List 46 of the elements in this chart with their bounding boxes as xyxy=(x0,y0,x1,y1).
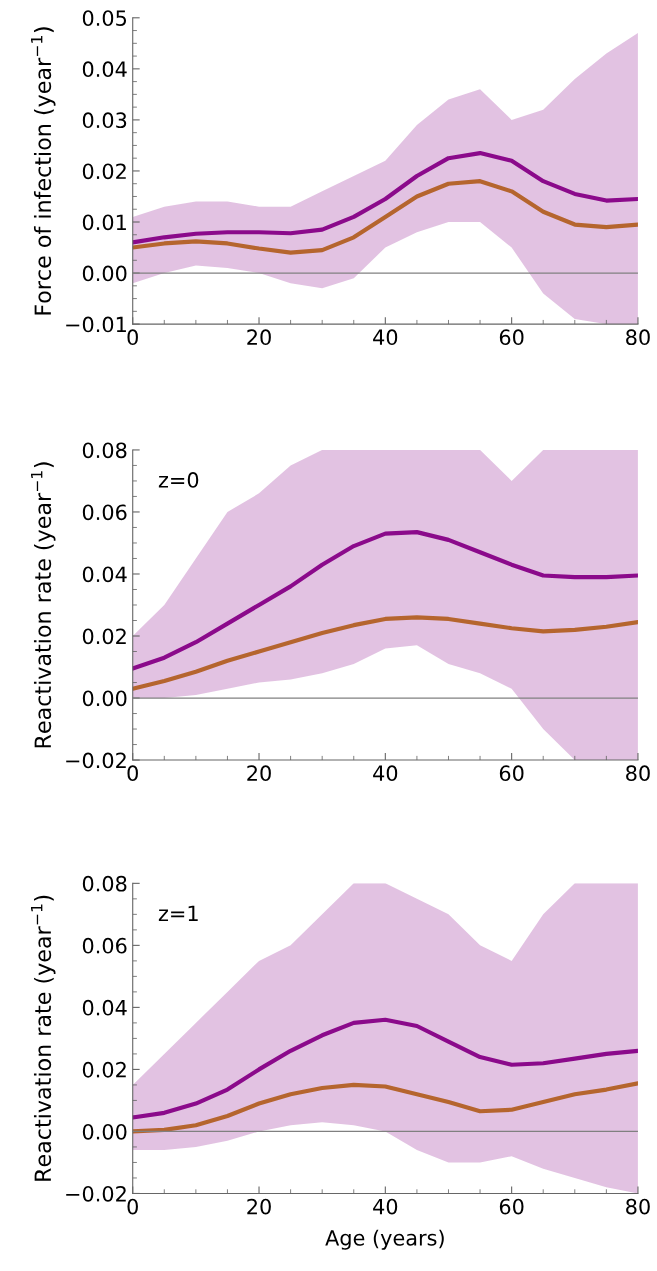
y-tick-label: −0.01 xyxy=(66,316,126,333)
y-tick-label: −0.02 xyxy=(66,752,126,769)
x-tick-label: 80 xyxy=(626,1198,650,1215)
x-axis-title: Age (years) xyxy=(325,1229,444,1250)
x-tick-label: 0 xyxy=(127,765,138,782)
y-tick-label: 0.04 xyxy=(82,999,127,1016)
y-axis-title: Reactivation rate (year$^{−1}$) xyxy=(31,462,56,748)
x-tick-label: 0 xyxy=(127,329,138,346)
y-tick-label: 0.08 xyxy=(82,442,127,459)
x-tick-label: 60 xyxy=(499,329,524,346)
line-series xyxy=(132,530,638,671)
y-tick-label: 0.04 xyxy=(82,61,127,78)
annotation: z=0 xyxy=(158,472,199,488)
annotation: z=1 xyxy=(158,905,198,921)
x-tick-label: 60 xyxy=(499,1198,524,1215)
line-series xyxy=(132,150,638,245)
line-series xyxy=(132,1017,638,1120)
x-tick-label: 40 xyxy=(373,1198,398,1215)
y-tick-label: 0.00 xyxy=(82,265,127,282)
x-tick-label: 0 xyxy=(127,1198,138,1215)
x-tick-label: 20 xyxy=(247,329,271,346)
x-tick-label: 80 xyxy=(626,329,650,346)
y-tick-label: 0.00 xyxy=(82,1123,127,1140)
y-tick-label: 0.08 xyxy=(82,875,127,892)
y-tick-label: 0.06 xyxy=(82,937,127,954)
x-tick-label: 20 xyxy=(247,765,271,782)
y-tick-label: 0.04 xyxy=(82,566,127,583)
x-tick-label: 40 xyxy=(373,329,398,346)
y-tick-label: 0.02 xyxy=(82,163,126,180)
y-tick-label: 0.02 xyxy=(82,628,126,645)
y-tick-label: 0.05 xyxy=(82,10,127,27)
x-tick-label: 40 xyxy=(373,765,398,782)
y-axis-title: Force of infection (year$^{−1}$) xyxy=(31,27,56,315)
y-axis-title: Reactivation rate (year$^{−1}$) xyxy=(31,895,56,1181)
line-series xyxy=(132,179,638,255)
y-tick-label: 0.00 xyxy=(82,690,127,707)
line-series xyxy=(132,615,638,691)
y-tick-label: 0.02 xyxy=(82,1061,126,1078)
y-tick-label: 0.06 xyxy=(82,504,127,521)
x-tick-label: 20 xyxy=(247,1198,271,1215)
x-tick-label: 60 xyxy=(499,765,524,782)
y-tick-label: 0.03 xyxy=(82,112,127,129)
y-tick-label: 0.01 xyxy=(82,214,126,231)
x-tick-label: 80 xyxy=(626,765,650,782)
y-tick-label: −0.02 xyxy=(66,1185,126,1202)
line-series xyxy=(132,1081,638,1134)
